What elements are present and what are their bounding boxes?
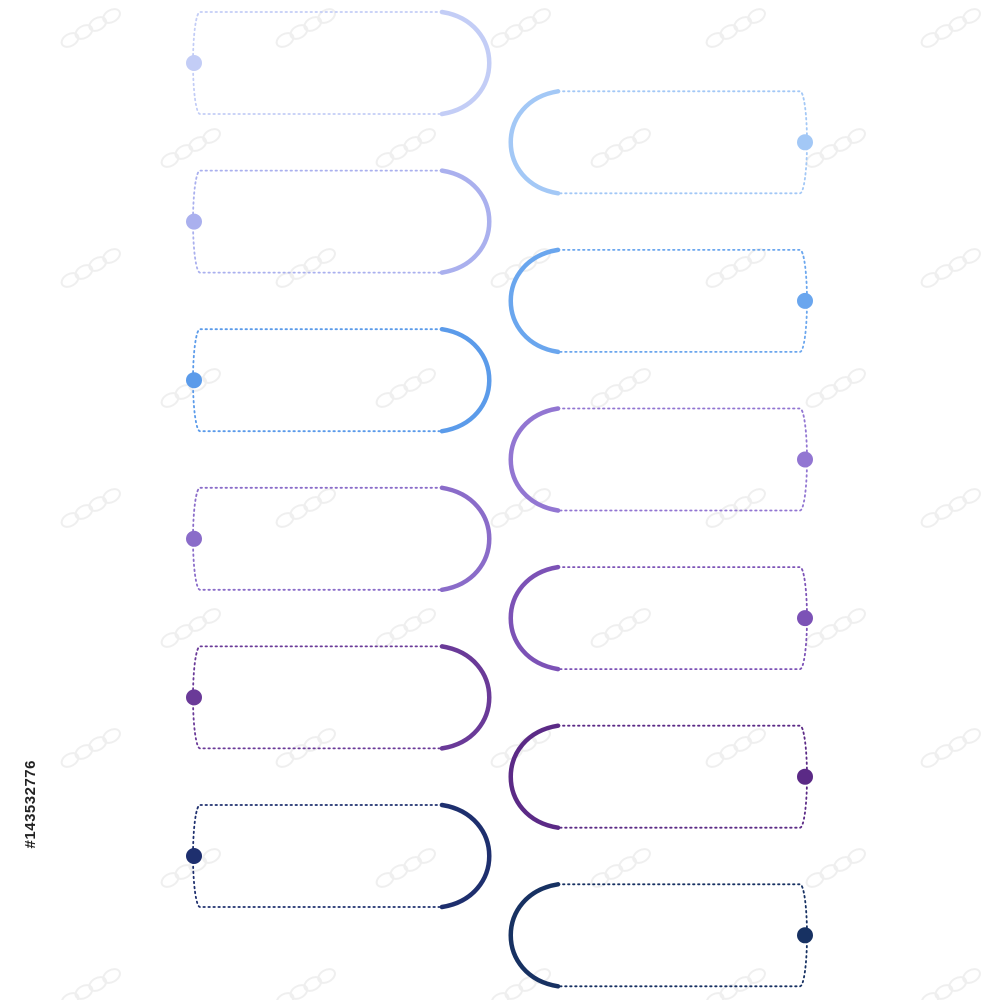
watermark-mark	[375, 848, 436, 888]
connector-arc	[439, 168, 492, 275]
step-outline	[557, 249, 808, 353]
step-outline	[192, 804, 443, 908]
watermark-pattern	[60, 8, 981, 1000]
step-6	[508, 406, 813, 513]
connector-arc	[508, 882, 561, 989]
step-2	[508, 89, 813, 196]
step-4	[508, 247, 813, 355]
watermark-mark	[805, 848, 866, 888]
step-marker	[797, 134, 813, 151]
step-8	[508, 564, 813, 672]
watermark-mark	[590, 848, 651, 888]
watermark-mark	[60, 8, 121, 48]
step-10	[508, 723, 813, 830]
watermark-mark	[705, 248, 766, 288]
watermark-mark	[60, 488, 121, 528]
step-outline	[557, 90, 808, 195]
watermark-mark	[920, 728, 981, 768]
watermark-mark	[920, 968, 981, 1000]
step-marker	[797, 927, 813, 944]
connector-arc	[439, 9, 492, 117]
step-1	[186, 9, 492, 117]
connector-arc	[439, 326, 492, 434]
watermark-mark	[590, 128, 651, 168]
step-marker	[797, 610, 813, 627]
step-5	[186, 326, 492, 434]
watermark-mark	[375, 368, 436, 408]
connector-arc	[508, 564, 561, 672]
watermark-mark	[920, 488, 981, 528]
watermark-mark	[705, 8, 766, 48]
connector-arc	[508, 723, 561, 830]
step-11	[186, 802, 492, 910]
connector-arc	[508, 89, 561, 196]
step-marker	[186, 55, 202, 71]
watermark-mark	[60, 728, 121, 768]
watermark-mark	[805, 368, 866, 408]
step-outline	[557, 724, 808, 829]
step-9	[186, 644, 492, 751]
connector-arc	[508, 406, 561, 513]
step-marker	[186, 530, 202, 547]
step-12	[508, 882, 813, 989]
watermark-mark	[590, 608, 651, 648]
step-3	[186, 168, 492, 275]
watermark-mark	[60, 248, 121, 288]
step-marker	[797, 292, 813, 309]
watermark-mark	[275, 488, 336, 528]
watermark-mark	[160, 608, 221, 648]
connector-arc	[508, 247, 561, 355]
step-outline	[557, 566, 808, 670]
step-marker	[186, 372, 202, 389]
step-outline	[557, 883, 808, 988]
watermark-mark	[275, 8, 336, 48]
step-outline	[192, 328, 443, 433]
watermark-mark	[705, 728, 766, 768]
step-outline	[557, 407, 808, 512]
watermark-mark	[160, 128, 221, 168]
watermark-mark	[490, 8, 551, 48]
watermark-mark	[705, 968, 766, 1000]
watermark-mark	[275, 968, 336, 1000]
connector-arc	[439, 802, 492, 910]
watermark-mark	[920, 8, 981, 48]
watermark-mark	[705, 488, 766, 528]
connector-arc	[439, 485, 492, 593]
step-7	[186, 485, 492, 593]
watermark-mark	[920, 248, 981, 288]
step-marker	[797, 768, 813, 785]
watermark-mark	[375, 608, 436, 648]
watermark-mark	[160, 368, 221, 408]
watermark-mark	[805, 608, 866, 648]
step-marker	[186, 213, 202, 230]
watermark-mark	[805, 128, 866, 168]
step-outline	[192, 486, 443, 591]
step-marker	[797, 451, 813, 468]
watermark-mark	[590, 368, 651, 408]
step-marker	[186, 689, 202, 706]
watermark-mark	[60, 968, 121, 1000]
timeline-steps	[186, 9, 813, 989]
step-outline	[192, 645, 443, 750]
step-marker	[186, 848, 202, 864]
stock-id-text: #143532776	[22, 760, 39, 849]
connector-arc	[439, 644, 492, 751]
watermark-mark	[375, 128, 436, 168]
watermark-mark	[275, 248, 336, 288]
